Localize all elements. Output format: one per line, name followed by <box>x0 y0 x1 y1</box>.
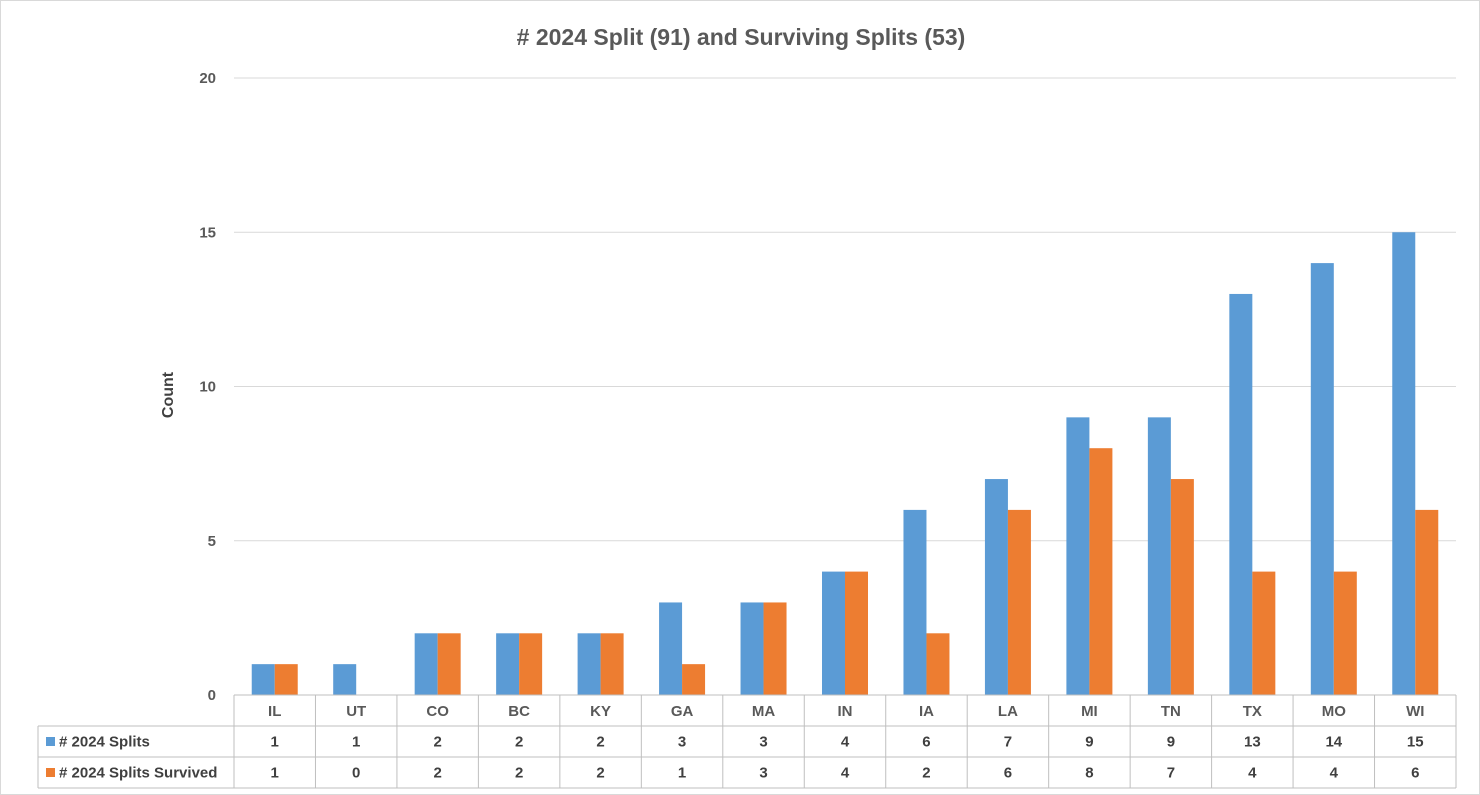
x-tick-label: TX <box>1243 703 1262 720</box>
data-label: 7 <box>1004 734 1012 751</box>
data-label: 2 <box>433 734 441 751</box>
bar-splits-mi <box>1066 417 1090 695</box>
x-tick-label: MO <box>1322 703 1346 720</box>
y-tick-label: 5 <box>208 533 216 550</box>
x-tick-label: LA <box>998 703 1018 720</box>
bar-survived-ma <box>763 602 787 695</box>
bar-splits-tn <box>1147 417 1171 695</box>
y-tick-label: 15 <box>199 224 216 241</box>
data-label: 2 <box>515 734 523 751</box>
bar-survived-ga <box>682 664 706 695</box>
data-label: 7 <box>1167 765 1175 782</box>
data-label: 0 <box>352 765 360 782</box>
x-tick-label: IN <box>838 703 853 720</box>
data-label: 1 <box>271 734 279 751</box>
bar-survived-in <box>845 571 868 695</box>
bar-splits-ut <box>333 664 357 695</box>
legend-key-splits <box>46 737 55 746</box>
x-tick-label: BC <box>508 703 530 720</box>
data-label: 4 <box>841 765 850 782</box>
x-tick-label: UT <box>346 703 366 720</box>
data-label: 2 <box>596 765 604 782</box>
bar-survived-tx <box>1252 571 1276 695</box>
bar-survived-la <box>1007 509 1031 695</box>
bar-splits-mo <box>1310 263 1334 695</box>
data-label: 13 <box>1244 734 1261 751</box>
bar-splits-bc <box>496 633 520 695</box>
bar-survived-il <box>274 664 298 695</box>
data-label: 3 <box>759 765 767 782</box>
data-label: 6 <box>922 734 930 751</box>
bar-splits-ia <box>903 509 927 695</box>
chart-title: # 2024 Split (91) and Surviving Splits (… <box>517 24 966 50</box>
bar-splits-in <box>822 571 845 695</box>
x-tick-label: CO <box>426 703 449 720</box>
data-label: 2 <box>433 765 441 782</box>
bar-survived-tn <box>1170 479 1194 695</box>
bar-survived-bc <box>519 633 543 695</box>
data-label: 1 <box>678 765 686 782</box>
bar-splits-il <box>251 664 275 695</box>
x-tick-label: TN <box>1161 703 1181 720</box>
data-label: 1 <box>352 734 360 751</box>
bar-splits-ga <box>659 602 683 695</box>
data-label: 4 <box>1330 765 1339 782</box>
data-table: IL UT CO BC KY GA MA IN IA LA MI TN TX MO WI # 2024 Spl… <box>37 694 1457 789</box>
x-tick-label: MI <box>1081 703 1098 720</box>
y-tick-label: 20 <box>199 70 216 87</box>
data-label: 9 <box>1085 734 1093 751</box>
bar-survived-mi <box>1089 448 1113 695</box>
bar-survived-mo <box>1333 571 1357 695</box>
y-axis-ticks: 0 5 10 15 20 <box>199 70 216 704</box>
bar-splits-la <box>984 479 1008 695</box>
data-label: 8 <box>1085 765 1093 782</box>
y-tick-label: 0 <box>208 687 216 704</box>
data-label: 4 <box>841 734 850 751</box>
x-tick-label: MA <box>752 703 775 720</box>
y-tick-label: 10 <box>199 379 216 396</box>
x-tick-label: IL <box>268 703 281 720</box>
legend-label-survived: # 2024 Splits Survived <box>59 765 217 782</box>
data-label: 9 <box>1167 734 1175 751</box>
legend-label-splits: # 2024 Splits <box>59 734 150 751</box>
data-label: 2 <box>596 734 604 751</box>
data-label: 6 <box>1411 765 1419 782</box>
bar-survived-co <box>437 633 461 695</box>
data-label: 15 <box>1407 734 1424 751</box>
bar-survived-wi <box>1415 509 1439 695</box>
bar-splits-tx <box>1229 293 1253 695</box>
bar-survived-ia <box>926 633 950 695</box>
bar-splits-wi <box>1392 232 1416 695</box>
legend-key-survived <box>46 768 55 777</box>
bar-survived-ky <box>600 633 624 695</box>
bar-splits-ky <box>577 633 601 695</box>
data-label: 6 <box>1004 765 1012 782</box>
data-label: 3 <box>678 734 686 751</box>
data-label: 2 <box>922 765 930 782</box>
data-label: 3 <box>759 734 767 751</box>
x-tick-label: IA <box>919 703 934 720</box>
x-tick-label: WI <box>1406 703 1424 720</box>
bars <box>251 232 1439 695</box>
x-tick-label: GA <box>671 703 694 720</box>
data-label: 4 <box>1248 765 1257 782</box>
bar-splits-co <box>414 633 438 695</box>
data-label: 14 <box>1325 734 1342 751</box>
data-label: 1 <box>271 765 279 782</box>
gridlines <box>234 77 1456 542</box>
data-label: 2 <box>515 765 523 782</box>
bar-splits-ma <box>740 602 764 695</box>
x-tick-label: KY <box>590 703 611 720</box>
y-axis-label: Count <box>160 371 177 418</box>
